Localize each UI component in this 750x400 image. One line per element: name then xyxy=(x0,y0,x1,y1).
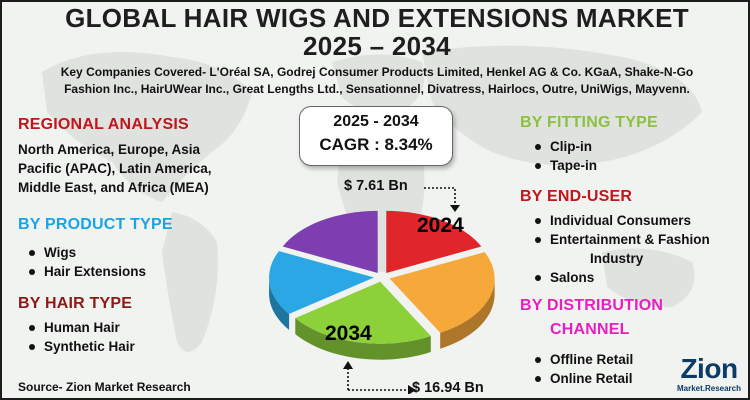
companies-line-2: Fashion Inc., HairUWear Inc., Great Leng… xyxy=(64,82,690,96)
regional-line-1: North America, Europe, Asia xyxy=(18,142,201,157)
arrow-2024-icon xyxy=(424,187,460,212)
regional-analysis-text: North America, Europe, Asia Pacific (APA… xyxy=(18,140,278,197)
list-item: Entertainment & Fashion xyxy=(530,230,710,249)
key-companies-text: Key Companies Covered- L'Oréal SA, Godre… xyxy=(16,64,738,98)
fitting-type-heading: BY FITTING TYPE xyxy=(520,114,658,131)
list-item: Tape-in xyxy=(530,156,597,175)
distribution-list: Offline Retail Online Retail xyxy=(530,350,633,388)
list-item: Individual Consumers xyxy=(530,211,710,230)
market-pie-chart xyxy=(269,210,495,360)
cagr-box: 2025 - 2034 CAGR : 8.34% xyxy=(299,106,453,166)
pie-slice-purple xyxy=(282,210,378,273)
companies-line-1: Key Companies Covered- L'Oréal SA, Godre… xyxy=(60,65,694,79)
hair-type-heading: BY HAIR TYPE xyxy=(18,295,133,312)
end-user-heading: BY END-USER xyxy=(520,188,633,205)
pie-slice-side-green xyxy=(295,318,431,360)
list-item-continuation: Industry xyxy=(590,251,644,266)
source-text: Source- Zion Market Research xyxy=(18,380,191,394)
regional-line-3: Middle East, and Africa (MEA) xyxy=(18,180,209,195)
value-2024-label: $ 7.61 Bn xyxy=(344,178,408,194)
product-type-heading: BY PRODUCT TYPE xyxy=(18,216,173,233)
title-year-range: 2025 – 2034 xyxy=(303,31,451,61)
year-2034-label: 2034 xyxy=(325,322,372,345)
pie-slice-blue xyxy=(269,251,375,314)
list-item: Offline Retail xyxy=(530,350,633,369)
cagr-value: CAGR : 8.34% xyxy=(319,135,433,154)
list-item: Human Hair xyxy=(24,318,135,337)
value-2034-label: $ 16.94 Bn xyxy=(412,380,484,396)
pie-slice-orange xyxy=(389,252,495,333)
pie-slice-green xyxy=(295,281,431,344)
fitting-type-list: Clip-in Tape-in xyxy=(530,137,597,175)
end-user-list: Individual Consumers Entertainment & Fas… xyxy=(530,211,710,287)
pie-slice-red xyxy=(386,210,482,273)
pie-tops xyxy=(269,210,495,344)
logo-subtitle: Market.Research xyxy=(676,384,742,393)
main-title: GLOBAL HAIR WIGS AND EXTENSIONS MARKET xyxy=(65,3,689,33)
product-type-list: Wigs Hair Extensions xyxy=(24,243,146,281)
regional-line-2: Pacific (APAC), Latin America, xyxy=(18,161,212,176)
logo-name: Zion xyxy=(680,353,738,384)
list-item: Salons xyxy=(530,268,710,287)
hair-type-list: Human Hair Synthetic Hair xyxy=(24,318,135,356)
list-item: Synthetic Hair xyxy=(24,337,135,356)
distribution-heading-line-2: CHANNEL xyxy=(550,321,630,338)
regional-analysis-heading: REGIONAL ANALYSIS xyxy=(18,116,189,133)
pie-sides xyxy=(269,275,495,360)
list-item: Online Retail xyxy=(530,369,633,388)
list-item: Clip-in xyxy=(530,137,597,156)
arrow-2034-icon xyxy=(343,361,416,394)
zion-logo: Zion Market.Research xyxy=(670,353,748,398)
pie-slice-side-orange xyxy=(440,278,495,349)
pie-slice-side-blue xyxy=(269,275,290,330)
list-item: Wigs xyxy=(24,243,146,262)
distribution-heading-line-1: BY DISTRIBUTION xyxy=(520,297,664,314)
cagr-period: 2025 - 2034 xyxy=(333,113,419,130)
year-2024-label: 2024 xyxy=(417,214,464,237)
list-item: Hair Extensions xyxy=(24,262,146,281)
